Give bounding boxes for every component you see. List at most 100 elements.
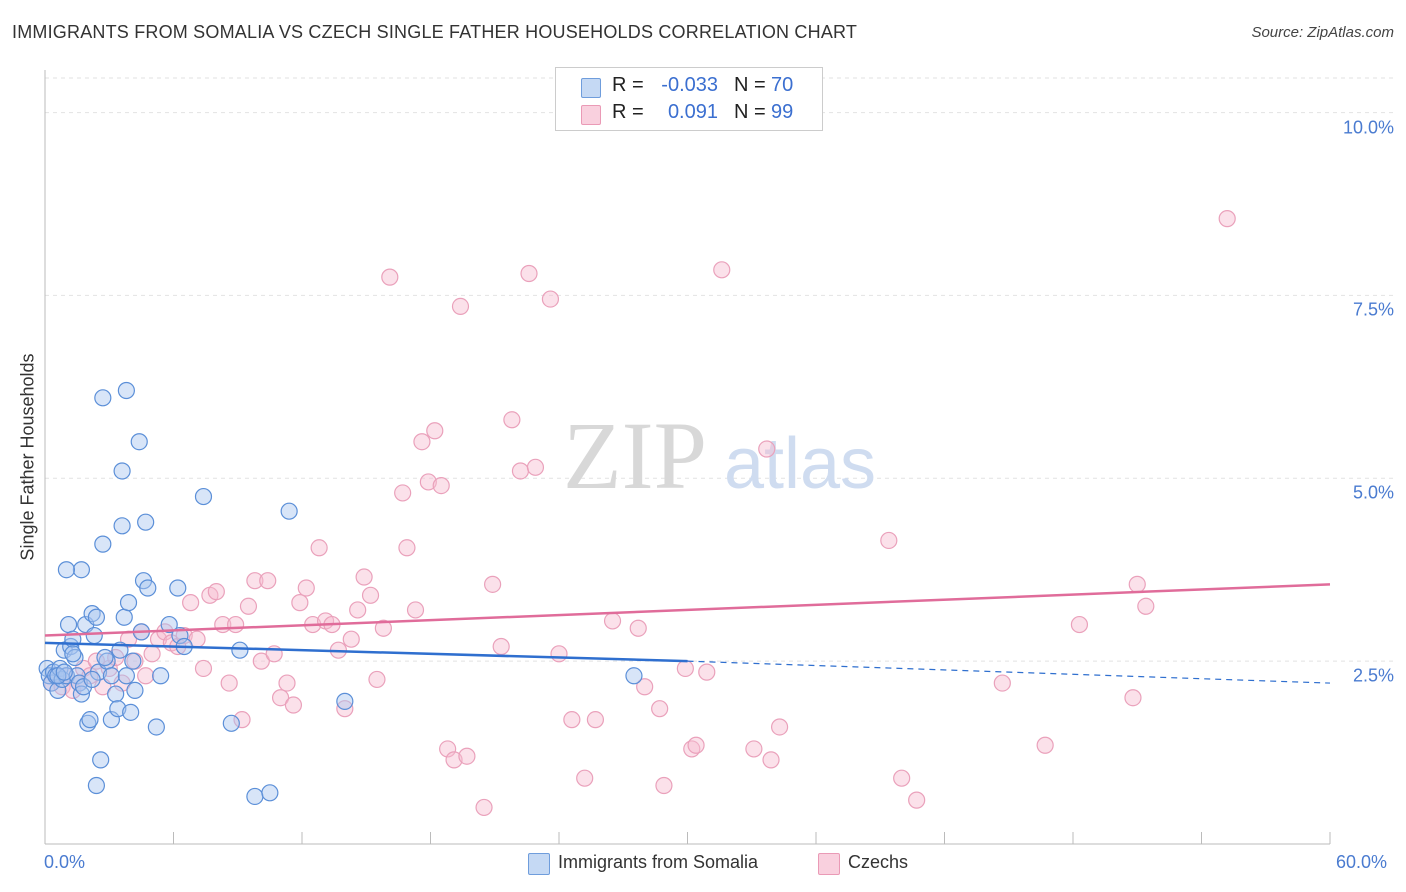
czech-point bbox=[355, 568, 373, 586]
czech-point bbox=[439, 740, 457, 758]
czech-point bbox=[182, 594, 200, 612]
legend-r-value: 0.091 bbox=[667, 101, 718, 123]
somalia-point bbox=[107, 685, 125, 703]
somalia-point bbox=[87, 776, 106, 795]
czech-point bbox=[563, 711, 581, 729]
czech-point bbox=[687, 736, 705, 754]
legend-r-label: R = bbox=[612, 74, 644, 96]
legend-swatch-czech bbox=[581, 105, 601, 125]
somalia-point bbox=[117, 667, 135, 685]
x-tick-label-min: 0.0% bbox=[44, 852, 86, 872]
czech-point bbox=[651, 700, 669, 718]
somalia-point bbox=[139, 579, 157, 597]
czech-point bbox=[603, 612, 622, 630]
czech-point bbox=[432, 477, 450, 495]
czech-point bbox=[394, 484, 412, 502]
czech-point bbox=[246, 572, 264, 590]
y-tick-label: 2.5% bbox=[1352, 665, 1394, 686]
somalia-point bbox=[246, 787, 264, 806]
trend-lines bbox=[44, 583, 1331, 684]
somalia-point bbox=[194, 487, 213, 506]
czech-point bbox=[445, 751, 463, 769]
chart-title: IMMIGRANTS FROM SOMALIA VS CZECH SINGLE … bbox=[12, 22, 858, 42]
somalia-point bbox=[160, 615, 178, 634]
somalia-point bbox=[72, 561, 91, 579]
somalia-point bbox=[59, 615, 78, 634]
czech-point bbox=[541, 290, 560, 308]
grid-lines bbox=[45, 77, 1393, 662]
somalia-point bbox=[49, 681, 67, 700]
somalia-point bbox=[119, 594, 138, 612]
czech-point bbox=[880, 531, 898, 550]
somalia-point bbox=[137, 513, 155, 531]
y-tick-label: 5.0% bbox=[1352, 482, 1394, 503]
czech-point bbox=[194, 659, 213, 678]
czech-point bbox=[511, 462, 530, 480]
y-tick-label: 10.0% bbox=[1342, 117, 1394, 138]
somalia-point bbox=[81, 711, 99, 729]
somalia-point bbox=[126, 681, 144, 700]
somalia-point bbox=[102, 711, 120, 729]
czech-point bbox=[297, 579, 315, 597]
czech-point bbox=[336, 700, 354, 718]
czech-point bbox=[406, 601, 425, 619]
czech-point bbox=[207, 583, 225, 601]
correlation-legend: R = -0.033 N = 70 R = 0.091 N = 99 bbox=[555, 67, 823, 131]
czech-point bbox=[1137, 597, 1155, 615]
somalia-trend-extension bbox=[687, 660, 1331, 684]
czech-point bbox=[361, 586, 380, 604]
somalia-point bbox=[109, 700, 127, 718]
legend-swatch-somalia bbox=[581, 78, 601, 98]
czech-point bbox=[419, 473, 437, 491]
czech-point bbox=[342, 630, 360, 648]
axes bbox=[44, 70, 1331, 845]
czech-point bbox=[381, 268, 399, 286]
somalia-point bbox=[94, 535, 112, 553]
czech-point bbox=[758, 440, 776, 458]
czech-point bbox=[893, 769, 911, 787]
czech-point bbox=[271, 689, 290, 707]
watermark-atlas: atlas bbox=[724, 424, 876, 504]
czech-point bbox=[143, 645, 161, 663]
y-tick-label: 7.5% bbox=[1352, 299, 1394, 320]
somalia-point bbox=[57, 561, 76, 579]
somalia-point bbox=[124, 652, 142, 670]
czech-point bbox=[1124, 689, 1142, 707]
somalia-trend-line bbox=[44, 641, 688, 663]
czech-point bbox=[770, 718, 789, 736]
legend-n-value: 70 bbox=[771, 74, 794, 96]
czech-points bbox=[42, 210, 1236, 817]
czech-point bbox=[451, 297, 470, 315]
bottom-legend-swatch-somalia bbox=[528, 853, 550, 875]
somalia-point bbox=[92, 751, 110, 769]
czech-point bbox=[520, 264, 538, 283]
bottom-legend-czech: Czechs bbox=[848, 852, 909, 872]
somalia-point bbox=[102, 667, 120, 685]
czech-point bbox=[368, 670, 386, 689]
legend-row-somalia: R = -0.033 N = 70 bbox=[556, 74, 822, 100]
czech-point bbox=[252, 652, 270, 670]
czech-point bbox=[233, 711, 251, 729]
somalia-point bbox=[94, 389, 112, 407]
somalia-point bbox=[117, 381, 135, 400]
czech-point bbox=[259, 572, 277, 590]
x-tick-label-max: 60.0% bbox=[1336, 852, 1388, 872]
somalia-point bbox=[115, 608, 133, 626]
legend-n-label: N = bbox=[734, 101, 766, 123]
czech-point bbox=[291, 594, 309, 612]
czech-point bbox=[1070, 615, 1089, 634]
czech-point bbox=[550, 645, 568, 663]
czech-point bbox=[374, 619, 392, 637]
somalia-point bbox=[96, 648, 114, 667]
czech-point bbox=[475, 798, 493, 817]
czech-point bbox=[413, 433, 431, 451]
czech-point bbox=[676, 659, 694, 678]
czech-point bbox=[239, 597, 258, 615]
somalia-point bbox=[280, 502, 298, 520]
bottom-legend-somalia: Immigrants from Somalia bbox=[558, 852, 759, 872]
somalia-point bbox=[169, 579, 187, 597]
czech-point bbox=[698, 663, 716, 681]
czech-point bbox=[310, 539, 328, 557]
legend-n-value: 99 bbox=[771, 101, 794, 123]
czech-point bbox=[284, 696, 303, 714]
